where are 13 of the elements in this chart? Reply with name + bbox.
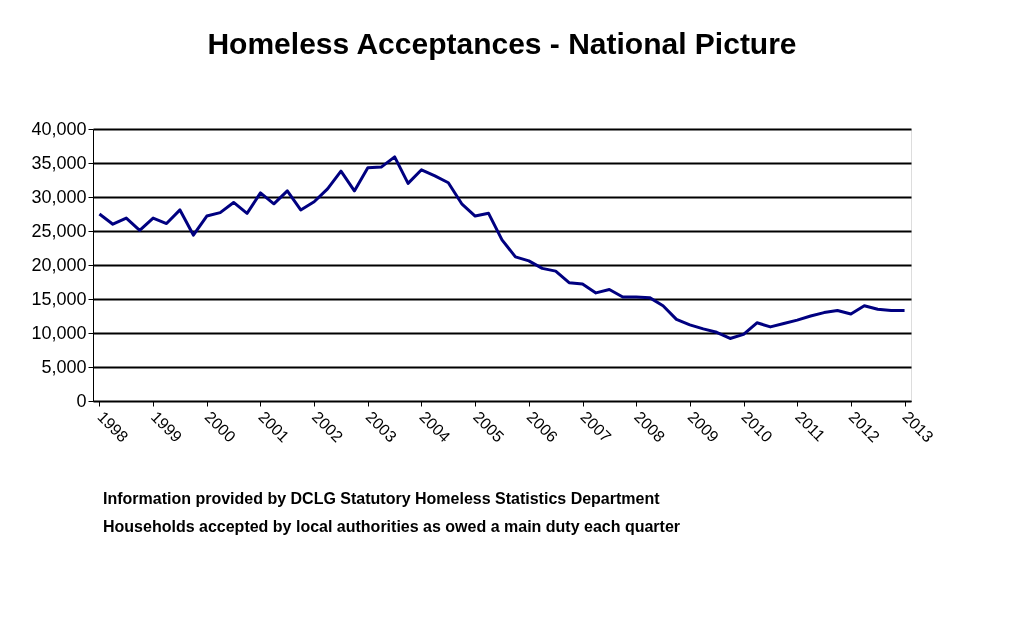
text: Information provided by DCLG Statutory Homeless Statistics Department	[103, 490, 661, 507]
y-tick-label: 5,000	[41, 356, 87, 377]
y-tick-label: 20,000	[31, 254, 87, 275]
y-tick-label: 25,000	[31, 220, 87, 241]
y-tick-label: 0	[76, 390, 87, 411]
text: Households accepted by local authorities as owed a main duty each quarter	[103, 518, 681, 535]
line-series	[97, 155, 907, 340]
y-tick-label: 30,000	[31, 186, 87, 207]
y-tick-label: 15,000	[31, 288, 87, 309]
y-tick-label: 35,000	[31, 152, 87, 173]
y-tick-label: 40,000	[31, 118, 87, 139]
y-tick-label: 10,000	[31, 322, 87, 343]
chart-title: Homeless Acceptances - National Picture	[207, 27, 797, 60]
